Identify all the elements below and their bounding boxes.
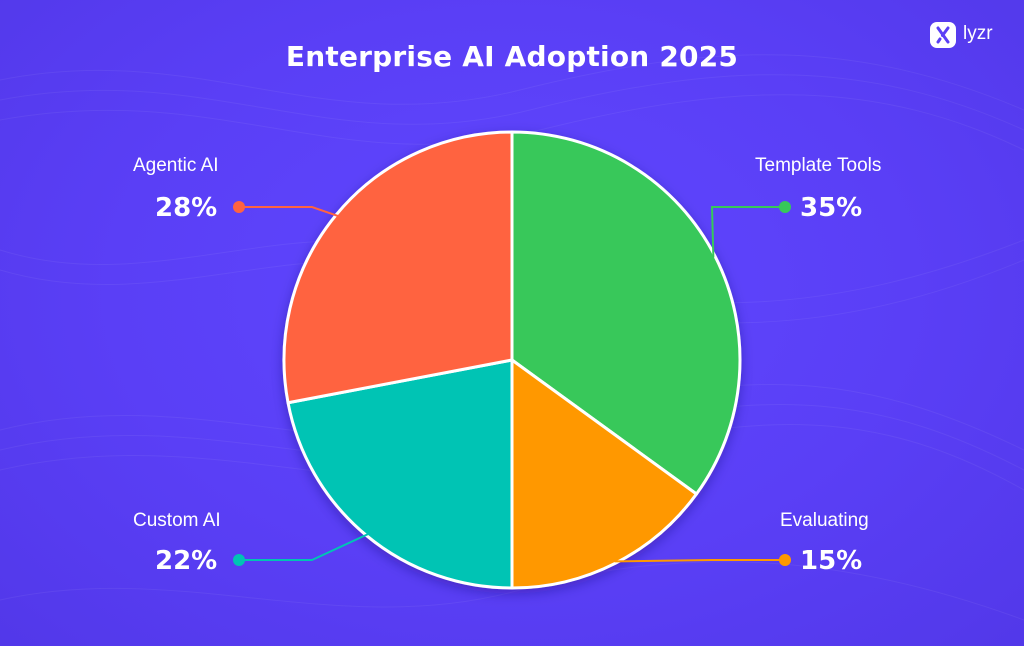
slice-label-custom-ai: Custom AI [133, 510, 221, 531]
chart-title: Enterprise AI Adoption 2025 [285, 40, 739, 73]
slice-label-evaluating: Evaluating [780, 510, 869, 531]
leader-line-custom-ai [239, 533, 369, 561]
leader-dot-agentic-ai [233, 201, 245, 213]
slice-label-template-tools: Template Tools [755, 155, 882, 176]
leader-dot-evaluating [779, 554, 791, 566]
slice-label-agentic-ai: Agentic AI [133, 155, 219, 176]
lyzr-logo-text: lyzr [963, 23, 993, 44]
leader-line-agentic-ai [239, 206, 339, 217]
leader-line-template-tools [710, 206, 785, 258]
slice-value-evaluating: 15% [800, 546, 863, 576]
leader-dot-template-tools [779, 201, 791, 213]
lyzr-logo: lyzr [930, 22, 1010, 48]
leader-dot-custom-ai [233, 554, 245, 566]
pie-slice-agentic-ai [282, 130, 514, 405]
pie-slice-template-tools [510, 130, 742, 496]
pie-slices [282, 130, 742, 590]
slice-value-template-tools: 35% [800, 193, 863, 223]
lyzr-logo-icon [930, 22, 956, 48]
pie-slice-evaluating [510, 358, 698, 590]
pie-connectors [233, 201, 791, 566]
slice-value-agentic-ai: 28% [155, 193, 218, 223]
slice-value-custom-ai: 22% [155, 546, 218, 576]
leader-line-evaluating [614, 559, 785, 563]
